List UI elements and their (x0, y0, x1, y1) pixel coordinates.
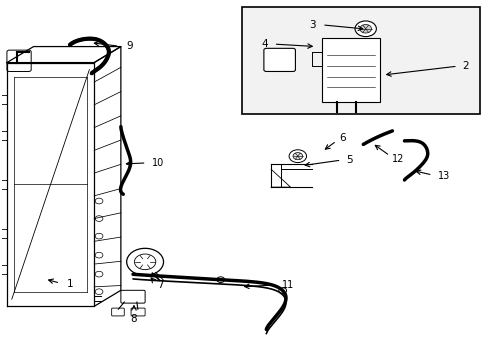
Text: 1: 1 (66, 279, 73, 289)
Bar (0, 131, 7, 140)
Text: 8: 8 (130, 314, 137, 324)
Bar (322, 38, 380, 102)
Circle shape (288, 150, 306, 163)
Text: 9: 9 (126, 41, 133, 51)
Circle shape (278, 288, 286, 293)
Text: 4: 4 (261, 39, 267, 49)
Circle shape (359, 24, 371, 33)
Circle shape (354, 21, 376, 37)
Text: 2: 2 (462, 61, 468, 71)
Bar (242, 8, 479, 114)
Circle shape (95, 289, 102, 294)
Bar (0, 95, 7, 104)
Text: 13: 13 (437, 171, 449, 181)
Text: 7: 7 (157, 280, 163, 290)
Circle shape (216, 277, 224, 283)
Circle shape (292, 153, 302, 160)
FancyBboxPatch shape (7, 50, 31, 72)
Bar (0, 180, 7, 189)
FancyBboxPatch shape (131, 308, 145, 316)
Bar (0, 229, 7, 238)
FancyBboxPatch shape (264, 48, 295, 72)
Text: 11: 11 (282, 280, 294, 290)
Text: 3: 3 (309, 20, 316, 30)
Text: 12: 12 (391, 154, 404, 165)
Text: 5: 5 (346, 155, 352, 165)
FancyBboxPatch shape (111, 308, 124, 316)
Circle shape (95, 233, 102, 239)
Text: 10: 10 (152, 158, 164, 168)
Text: 6: 6 (338, 133, 345, 143)
Circle shape (95, 252, 102, 258)
Circle shape (95, 271, 102, 277)
Circle shape (95, 216, 102, 221)
Circle shape (134, 254, 156, 270)
Circle shape (126, 248, 163, 275)
Circle shape (95, 198, 102, 204)
FancyBboxPatch shape (121, 290, 145, 303)
Bar (0, 265, 7, 274)
